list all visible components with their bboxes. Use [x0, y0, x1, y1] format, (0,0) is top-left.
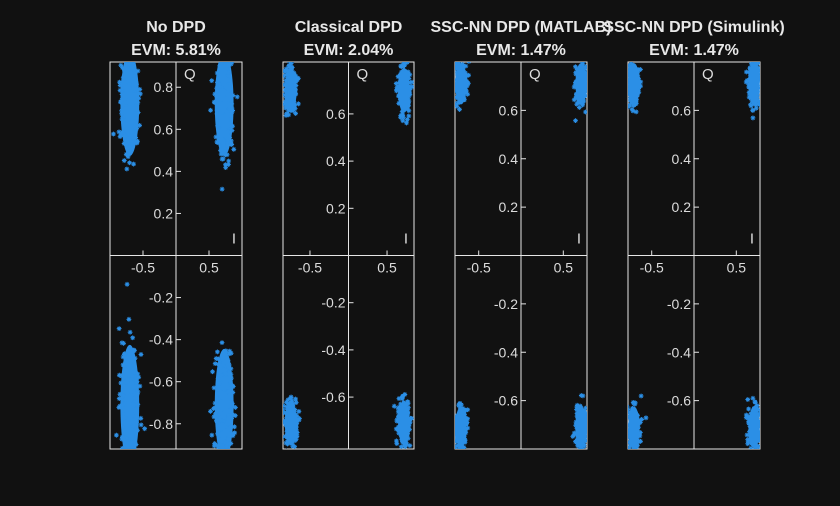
x-tick-label: 0.5 — [727, 260, 747, 276]
y-tick-label: -0.2 — [321, 295, 345, 311]
constellation-point-cluster — [743, 395, 760, 449]
y-tick-label: -0.4 — [667, 344, 691, 360]
q-axis-label: Q — [357, 66, 369, 83]
y-tick-label: 0.4 — [154, 163, 174, 179]
y-tick-label: 0.6 — [672, 102, 692, 118]
y-tick-label: -0.2 — [667, 296, 691, 312]
constellation-point-cluster — [111, 62, 143, 172]
constellation-point-cluster — [455, 400, 471, 449]
constellation-panel-1: No DPD EVM: 5.81% -0.5 0.5 -0.8 -0.6 -0.4 -0.2 0… — [109, 19, 243, 450]
asterisk-markers — [208, 340, 238, 449]
y-tick-label: 0.6 — [154, 121, 174, 137]
i-axis-label: I — [750, 231, 754, 248]
y-tick-label: 0.2 — [326, 200, 346, 216]
y-tick-label: 0.8 — [154, 79, 174, 95]
asterisk-markers — [743, 395, 760, 449]
q-axis-label: Q — [184, 66, 196, 83]
y-tick-label: 0.2 — [499, 199, 519, 215]
panel-evm: EVM: 1.47% — [476, 42, 566, 59]
asterisk-markers — [111, 62, 143, 172]
q-axis-label: Q — [702, 66, 714, 83]
asterisk-markers — [570, 393, 587, 449]
x-tick-label: -0.5 — [131, 260, 155, 276]
y-tick-label: 0.6 — [499, 102, 519, 118]
x-tick-label: -0.5 — [298, 260, 322, 276]
asterisk-markers — [628, 393, 649, 449]
panel-title: Classical DPD — [295, 19, 403, 36]
constellation-point-cluster — [628, 62, 644, 115]
y-tick-label: 0.4 — [672, 151, 692, 167]
y-tick-label: -0.6 — [494, 393, 518, 409]
y-tick-label: 0.4 — [326, 153, 346, 169]
panel-title: SSC-NN DPD (MATLAB) — [430, 19, 611, 36]
y-tick-label: -0.2 — [494, 296, 518, 312]
asterisk-markers — [455, 62, 472, 112]
constellation-point-cluster — [570, 393, 587, 449]
panel-title: No DPD — [146, 19, 206, 36]
constellation-panel-2: Classical DPD EVM: 2.04% -0.5 0.5 -0.6 -0.4 -0… — [282, 19, 415, 450]
asterisk-markers — [208, 62, 240, 192]
panel-title: SSC-NN DPD (Simulink) — [603, 19, 784, 36]
y-tick-label: -0.4 — [321, 342, 345, 358]
y-tick-label: -0.6 — [321, 389, 345, 405]
asterisk-markers — [283, 62, 301, 118]
i-axis-label: I — [232, 231, 236, 248]
constellation-point-cluster — [114, 281, 148, 449]
y-tick-label: -0.4 — [149, 332, 173, 348]
asterisk-markers — [114, 281, 148, 449]
panel-evm: EVM: 5.81% — [131, 42, 221, 59]
x-tick-label: -0.5 — [640, 260, 664, 276]
y-tick-label: 0.2 — [672, 199, 692, 215]
panel-evm: EVM: 2.04% — [304, 42, 394, 59]
asterisk-markers — [391, 392, 414, 449]
constellation-panel-3: SSC-NN DPD (MATLAB) EVM: 1.47% -0.5 0.5 -0.6… — [430, 19, 612, 450]
asterisk-markers — [743, 62, 760, 121]
i-axis-label: I — [404, 231, 408, 248]
y-tick-label: -0.6 — [667, 393, 691, 409]
constellation-point-cluster — [571, 62, 587, 124]
constellation-point-cluster — [391, 392, 414, 449]
constellation-point-cluster — [283, 62, 301, 118]
asterisk-markers — [283, 394, 302, 449]
x-tick-label: -0.5 — [467, 260, 491, 276]
y-tick-label: 0.6 — [326, 106, 346, 122]
y-tick-label: 0.4 — [499, 151, 519, 167]
constellation-point-cluster — [208, 62, 240, 192]
constellation-point-cluster — [208, 340, 238, 449]
constellation-point-cluster — [283, 394, 302, 449]
q-axis-label: Q — [529, 66, 541, 83]
y-tick-label: -0.4 — [494, 344, 518, 360]
constellation-point-cluster — [628, 393, 649, 449]
asterisk-markers — [571, 62, 587, 124]
panel-evm: EVM: 1.47% — [649, 42, 739, 59]
constellation-panel-4: SSC-NN DPD (Simulink) EVM: 1.47% -0.5 0.5 -0… — [603, 19, 785, 450]
y-tick-label: -0.6 — [149, 374, 173, 390]
x-tick-label: 0.5 — [199, 260, 219, 276]
i-axis-label: I — [577, 231, 581, 248]
x-tick-label: 0.5 — [554, 260, 574, 276]
constellation-point-cluster — [393, 62, 414, 126]
constellation-point-cluster — [455, 62, 472, 112]
y-tick-label: 0.2 — [154, 205, 174, 221]
y-tick-label: -0.2 — [149, 290, 173, 306]
asterisk-markers — [393, 62, 414, 126]
constellation-point-cluster — [743, 62, 760, 121]
asterisk-markers — [455, 400, 471, 449]
asterisk-markers — [628, 62, 644, 115]
x-tick-label: 0.5 — [377, 260, 397, 276]
y-tick-label: -0.8 — [149, 416, 173, 432]
